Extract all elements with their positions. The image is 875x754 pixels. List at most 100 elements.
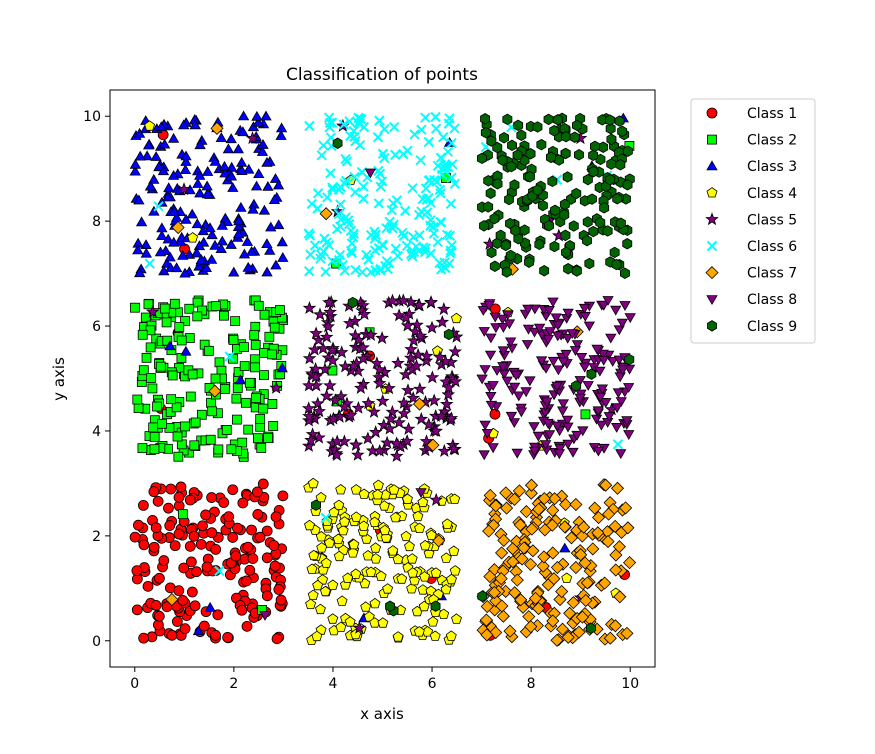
point-class-1 <box>273 584 285 595</box>
point-class-5 <box>309 369 323 383</box>
point-class-3 <box>559 542 571 553</box>
point-class-2 <box>250 362 260 373</box>
point-class-3 <box>133 194 145 205</box>
point-class-6 <box>319 233 330 244</box>
point-class-2 <box>145 342 156 353</box>
point-class-7 <box>494 572 508 586</box>
point-class-2 <box>259 309 270 320</box>
point-class-4 <box>308 549 320 561</box>
point-class-6 <box>357 266 368 278</box>
point-class-6 <box>384 258 395 269</box>
point-class-4 <box>561 572 573 583</box>
legend-label: Class 8 <box>747 292 797 308</box>
point-class-6 <box>344 116 355 127</box>
point-class-5 <box>325 343 340 357</box>
point-class-9 <box>499 132 510 144</box>
point-class-9 <box>552 114 563 126</box>
point-class-2 <box>263 433 273 444</box>
point-class-6 <box>339 265 350 276</box>
point-class-1 <box>186 586 198 598</box>
point-class-5 <box>409 358 424 372</box>
point-class-8 <box>485 400 498 411</box>
point-class-3 <box>192 625 205 636</box>
point-class-3 <box>140 247 152 258</box>
point-class-9 <box>500 239 511 252</box>
point-class-9 <box>477 590 488 602</box>
point-class-4 <box>406 553 418 564</box>
point-class-6 <box>414 230 425 241</box>
point-class-2 <box>249 354 260 365</box>
legend-label: Class 5 <box>747 212 797 228</box>
point-class-9 <box>486 135 497 147</box>
point-class-9 <box>598 141 609 153</box>
point-class-7 <box>586 542 600 556</box>
point-class-4 <box>450 312 462 324</box>
point-class-1 <box>254 531 266 543</box>
point-class-1 <box>152 495 164 507</box>
point-class-9 <box>546 151 556 163</box>
point-class-2 <box>167 370 178 381</box>
point-class-7 <box>588 501 602 515</box>
point-class-3 <box>234 374 247 385</box>
point-class-9 <box>588 149 599 162</box>
point-class-5 <box>406 390 420 404</box>
point-class-7 <box>508 586 522 600</box>
point-class-3 <box>186 208 198 219</box>
point-class-6 <box>413 209 425 221</box>
point-class-6 <box>361 249 372 261</box>
point-class-3 <box>258 204 271 215</box>
point-class-1 <box>247 553 259 564</box>
point-class-3 <box>156 222 168 233</box>
point-class-3 <box>268 194 281 205</box>
point-class-1 <box>261 552 273 564</box>
point-class-2 <box>140 312 151 323</box>
point-class-8 <box>613 325 625 336</box>
point-class-8 <box>515 407 528 418</box>
point-class-6 <box>417 193 428 205</box>
x-tick-label: 10 <box>621 676 639 692</box>
point-class-5 <box>414 411 429 425</box>
point-class-7 <box>546 503 560 517</box>
point-class-8 <box>484 350 497 361</box>
point-class-9 <box>506 160 517 173</box>
point-class-6 <box>340 153 351 165</box>
point-class-6 <box>358 181 369 192</box>
point-class-7 <box>495 546 509 560</box>
point-class-1 <box>191 566 202 578</box>
point-class-9 <box>599 202 610 214</box>
point-class-1 <box>257 478 269 490</box>
point-class-9 <box>588 225 599 238</box>
point-class-7 <box>499 486 513 500</box>
point-class-9 <box>509 179 520 191</box>
point-class-5 <box>177 182 191 196</box>
point-class-2 <box>143 299 154 310</box>
point-class-7 <box>536 559 550 573</box>
point-class-8 <box>505 411 518 422</box>
point-class-5 <box>356 340 370 354</box>
point-class-3 <box>179 164 192 175</box>
point-class-5 <box>323 305 337 318</box>
point-class-5 <box>351 400 366 414</box>
point-class-9 <box>549 125 560 137</box>
point-class-3 <box>262 180 274 191</box>
point-class-8 <box>503 319 516 330</box>
point-class-5 <box>311 332 326 346</box>
point-class-7 <box>547 572 561 586</box>
point-class-2 <box>239 342 249 352</box>
point-class-5 <box>305 427 320 441</box>
point-class-9 <box>605 122 616 135</box>
point-class-9 <box>571 380 582 392</box>
point-class-8 <box>364 168 376 179</box>
point-class-4 <box>449 565 461 576</box>
point-class-9 <box>516 129 527 141</box>
point-class-3 <box>261 156 273 167</box>
point-class-8 <box>551 381 563 392</box>
point-class-6 <box>377 239 389 251</box>
point-class-1 <box>271 633 283 645</box>
point-class-9 <box>480 113 491 125</box>
point-class-6 <box>428 228 440 239</box>
point-class-2 <box>203 345 214 356</box>
point-class-1 <box>153 610 165 622</box>
point-class-5 <box>372 362 387 376</box>
point-class-3 <box>156 230 168 241</box>
